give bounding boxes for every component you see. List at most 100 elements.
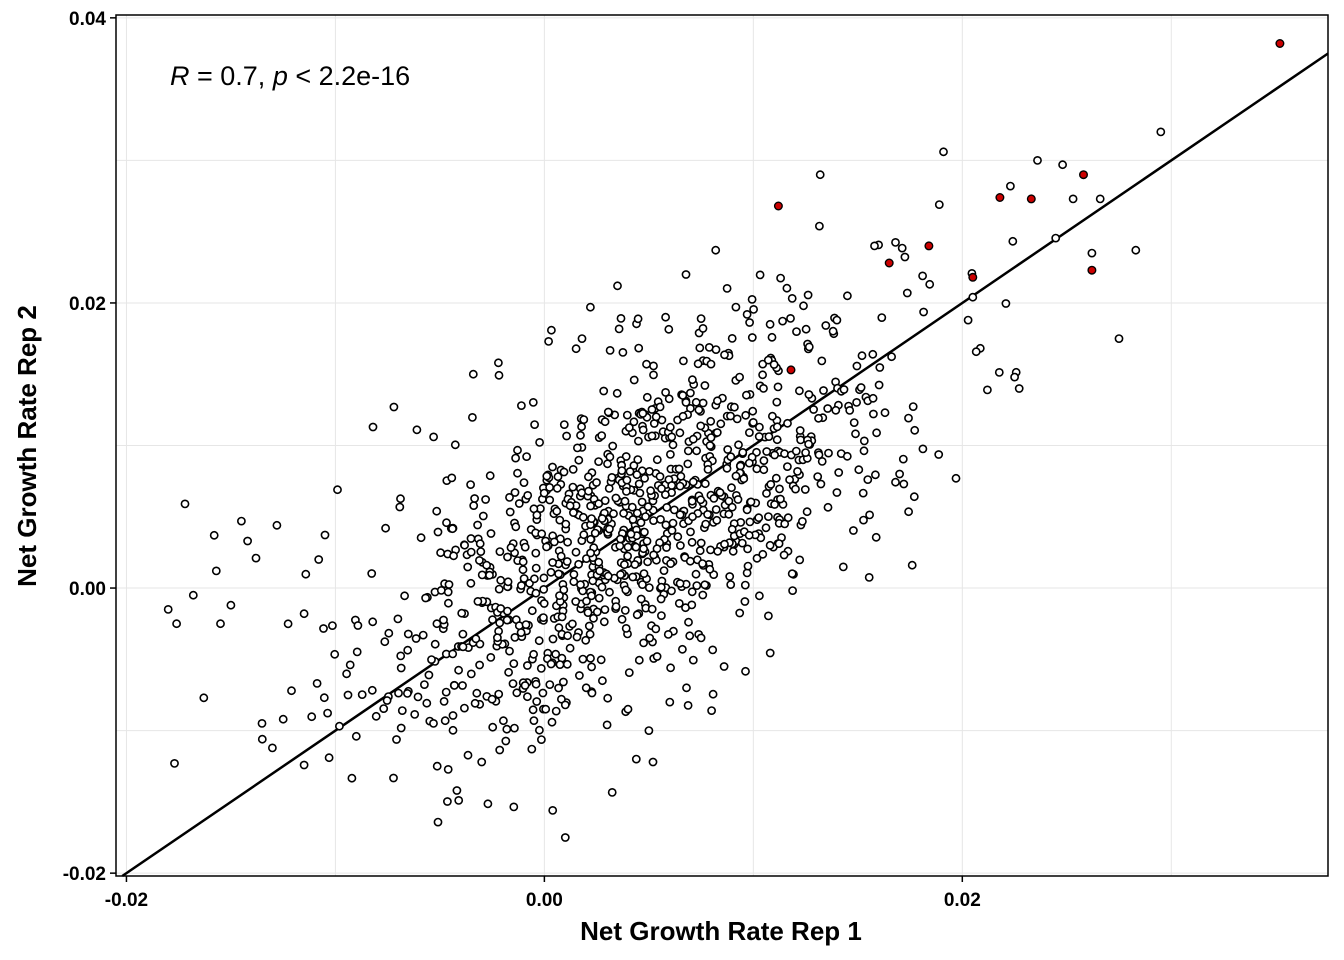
y-tick-label: 0.02 xyxy=(69,294,106,315)
data-point xyxy=(319,693,329,703)
data-point xyxy=(682,683,691,693)
data-point xyxy=(471,634,481,644)
data-point xyxy=(764,512,773,521)
data-point xyxy=(330,649,340,659)
data-point xyxy=(909,492,919,502)
data-point xyxy=(607,788,617,797)
data-point xyxy=(487,694,497,704)
data-point xyxy=(594,457,603,466)
data-point xyxy=(528,705,538,715)
data-point xyxy=(666,663,675,673)
data-point xyxy=(585,629,595,639)
y-axis-ticks: -0.02 0.00 0.02 0.04 xyxy=(63,9,116,885)
data-point xyxy=(621,585,631,595)
data-point xyxy=(849,418,859,427)
data-point xyxy=(895,469,904,479)
data-point xyxy=(333,485,342,495)
data-point xyxy=(700,381,710,390)
data-point xyxy=(562,659,572,669)
data-point xyxy=(687,537,697,547)
data-point xyxy=(918,271,927,281)
data-point xyxy=(458,681,467,690)
data-point xyxy=(352,647,362,657)
data-point xyxy=(554,569,563,579)
data-point xyxy=(367,685,377,695)
data-point xyxy=(163,605,173,614)
plot-border xyxy=(115,14,1329,877)
data-point xyxy=(542,542,551,552)
y-axis-title: Net Growth Rate Rep 2 xyxy=(12,305,42,587)
data-point xyxy=(470,494,479,503)
data-point xyxy=(560,833,570,842)
data-point xyxy=(730,402,739,412)
data-point xyxy=(748,417,758,427)
data-point xyxy=(695,546,705,556)
data-point xyxy=(642,392,652,402)
data-point xyxy=(436,586,446,595)
data-point xyxy=(687,587,697,597)
data-point xyxy=(907,560,917,570)
data-point xyxy=(629,375,639,385)
data-point xyxy=(529,716,539,725)
data-point xyxy=(568,619,577,629)
data-point xyxy=(539,488,549,498)
data-point xyxy=(622,410,632,420)
data-point xyxy=(651,412,661,422)
data-point xyxy=(523,692,532,702)
data-point xyxy=(874,380,884,390)
data-point xyxy=(887,352,896,362)
data-point xyxy=(466,547,476,557)
data-point xyxy=(542,471,552,481)
data-point xyxy=(572,632,582,642)
data-point xyxy=(402,689,412,698)
data-point xyxy=(638,580,647,589)
data-points xyxy=(163,127,1166,842)
data-point xyxy=(180,499,190,509)
data-point xyxy=(466,534,476,543)
data-point xyxy=(1006,181,1015,191)
data-point xyxy=(577,334,587,343)
data-point xyxy=(769,360,779,369)
data-point xyxy=(603,571,613,581)
data-point xyxy=(722,283,732,293)
data-point xyxy=(778,316,787,326)
data-point xyxy=(649,361,658,371)
data-point xyxy=(597,582,607,592)
data-point xyxy=(669,505,679,515)
data-point xyxy=(703,510,712,519)
data-point xyxy=(852,397,861,407)
data-point xyxy=(856,383,866,392)
data-point xyxy=(448,725,458,735)
data-point xyxy=(474,556,484,565)
data-point xyxy=(746,497,756,507)
data-point xyxy=(299,760,309,770)
data-point xyxy=(804,390,814,399)
data-point xyxy=(877,313,887,322)
p-symbol: p xyxy=(272,61,288,91)
data-point xyxy=(727,524,737,534)
data-point xyxy=(460,540,469,550)
data-point xyxy=(681,397,691,407)
data-point xyxy=(600,417,610,427)
data-point xyxy=(560,700,570,710)
data-point xyxy=(1008,236,1018,246)
data-point xyxy=(745,428,754,437)
data-point xyxy=(578,654,588,664)
data-point xyxy=(661,387,670,397)
data-point xyxy=(706,416,716,426)
data-point xyxy=(634,479,644,489)
data-point xyxy=(749,304,758,314)
data-point xyxy=(639,544,648,554)
data-point xyxy=(586,534,596,544)
data-point xyxy=(545,680,555,689)
data-point xyxy=(735,608,745,618)
data-point xyxy=(429,719,438,728)
data-point xyxy=(226,600,236,610)
data-point xyxy=(675,481,685,491)
data-point xyxy=(800,485,810,494)
data-point xyxy=(918,444,928,454)
data-point xyxy=(422,698,432,708)
data-point xyxy=(801,448,810,457)
data-point xyxy=(347,773,357,783)
data-point xyxy=(594,557,604,567)
